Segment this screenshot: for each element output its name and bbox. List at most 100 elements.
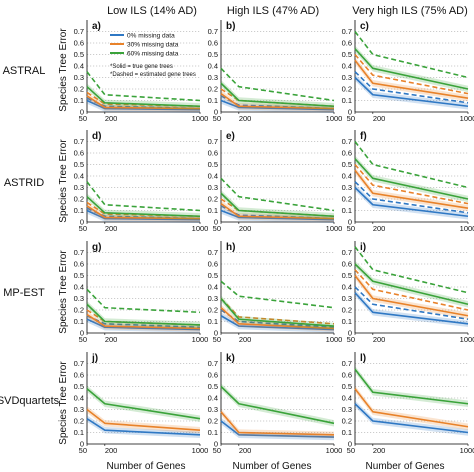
series-line-i-5 <box>354 246 469 294</box>
series-line-l-0 <box>354 403 469 434</box>
y-tick-label-i-7: 0.7 <box>342 248 352 257</box>
x-tick-label-k-2: 1000 <box>326 446 343 455</box>
y-tick-label-g-7: 0.7 <box>74 248 84 257</box>
row-label-svdquartets: SVDquartets <box>0 395 60 407</box>
y-tick-label-b-6: 0.6 <box>208 39 218 48</box>
series-line-e-2 <box>220 202 335 220</box>
y-tick-label-j-2: 0.2 <box>74 417 84 426</box>
y-tick-label-j-3: 0.3 <box>74 405 84 414</box>
y-tick-label-i-3: 0.3 <box>342 294 352 303</box>
x-tick-label-d-2: 1000 <box>192 224 209 233</box>
legend-note-dashed: *Dashed = estimated gene trees <box>110 72 196 78</box>
x-tick-label-k-1: 200 <box>239 446 252 455</box>
x-tick-label-c-0: 50 <box>347 114 355 123</box>
y-tick-label-b-4: 0.4 <box>208 62 218 71</box>
y-tick-label-j-1: 0.1 <box>74 428 84 437</box>
y-tick-label-a-3: 0.3 <box>74 73 84 82</box>
y-tick-label-d-2: 0.2 <box>74 195 84 204</box>
x-tick-label-d-1: 200 <box>105 224 118 233</box>
x-tick-label-l-0: 50 <box>347 446 355 455</box>
panels-group: 0 0.1 0.2 0.3 0.4 0.5 0.6 0.7 50 200 1000 a) 0 0.1 0.2… <box>74 20 474 455</box>
y-tick-label-g-4: 0.4 <box>74 283 84 292</box>
y-tick-label-j-7: 0.7 <box>74 359 84 368</box>
y-tick-label-h-5: 0.5 <box>208 271 218 280</box>
row-label-astrid: ASTRID <box>4 177 44 189</box>
y-tick-label-j-4: 0.4 <box>74 394 84 403</box>
panel-label-j: j) <box>91 353 98 364</box>
x-axis-title-col3: Number of Genes <box>366 461 445 472</box>
legend-label-60pct: 60% missing data <box>127 51 179 58</box>
series-line-k-1 <box>220 411 335 436</box>
y-tick-label-d-1: 0.1 <box>74 206 84 215</box>
y-tick-label-c-3: 0.3 <box>342 73 352 82</box>
row-label-mp-est: MP-EST <box>3 287 45 299</box>
series-line-c-2 <box>354 59 469 99</box>
y-axis-title-row3: Species Tree Error <box>58 250 69 334</box>
y-tick-label-g-1: 0.1 <box>74 317 84 326</box>
series-line-a-5 <box>86 71 201 102</box>
y-tick-label-l-0: 0 <box>348 440 352 449</box>
panel-label-b: b) <box>226 21 235 32</box>
y-tick-label-i-4: 0.4 <box>342 283 352 292</box>
series-line-f-4 <box>354 158 469 200</box>
legend-label-30pct: 30% missing data <box>127 42 179 49</box>
x-tick-label-h-1: 200 <box>239 335 252 344</box>
series-line-e-0 <box>220 209 335 221</box>
series-band-f-4 <box>355 155 468 203</box>
y-tick-label-h-3: 0.3 <box>208 294 218 303</box>
y-tick-label-a-1: 0.1 <box>74 96 84 105</box>
series-band-i-4 <box>355 260 468 308</box>
x-tick-label-c-1: 200 <box>373 114 386 123</box>
y-tick-label-j-5: 0.5 <box>74 382 84 391</box>
series-line-h-5 <box>220 280 335 309</box>
y-tick-label-k-0: 0 <box>214 440 218 449</box>
y-tick-label-b-0: 0 <box>214 108 218 117</box>
series-line-g-4 <box>86 303 201 326</box>
y-tick-label-d-5: 0.5 <box>74 160 84 169</box>
y-tick-label-f-2: 0.2 <box>342 195 352 204</box>
panel-g: 0 0.1 0.2 0.3 0.4 0.5 0.6 0.7 50 200 1000 g) <box>74 241 208 344</box>
y-tick-label-f-0: 0 <box>348 218 352 227</box>
series-band-b-4 <box>221 80 334 110</box>
panel-l: 0 0.1 0.2 0.3 0.4 0.5 0.6 0.7 50 200 1000 l) <box>342 352 474 455</box>
y-tick-label-h-2: 0.2 <box>208 306 218 315</box>
y-axis-title-row2: Species Tree Error <box>58 139 69 223</box>
series-line-j-1 <box>86 408 201 431</box>
y-tick-label-l-2: 0.2 <box>342 417 352 426</box>
series-band-k-1 <box>221 408 334 438</box>
panel-h: 0 0.1 0.2 0.3 0.4 0.5 0.6 0.7 50 200 1000 h) <box>208 241 342 344</box>
series-line-l-2 <box>354 368 469 405</box>
y-tick-label-f-6: 0.6 <box>342 149 352 158</box>
y-tick-label-c-6: 0.6 <box>342 39 352 48</box>
series-line-e-4 <box>220 192 335 218</box>
y-tick-label-l-3: 0.3 <box>342 405 352 414</box>
legend-label-0pct: 0% missing data <box>127 33 175 40</box>
y-tick-label-e-7: 0.7 <box>208 137 218 146</box>
series-line-h-1 <box>220 309 335 329</box>
panel-a: 0 0.1 0.2 0.3 0.4 0.5 0.6 0.7 50 200 1000 a) <box>74 20 208 123</box>
y-tick-label-i-5: 0.5 <box>342 271 352 280</box>
y-tick-label-a-7: 0.7 <box>74 27 84 36</box>
y-tick-label-f-4: 0.4 <box>342 172 352 181</box>
series-line-g-5 <box>86 288 201 314</box>
series-band-k-2 <box>221 383 334 427</box>
y-tick-label-a-0: 0 <box>80 108 84 117</box>
x-tick-label-g-0: 50 <box>79 335 87 344</box>
y-tick-label-g-3: 0.3 <box>74 294 84 303</box>
y-tick-label-k-7: 0.7 <box>208 359 218 368</box>
y-tick-label-h-6: 0.6 <box>208 260 218 269</box>
y-tick-label-k-5: 0.5 <box>208 382 218 391</box>
y-tick-label-f-1: 0.1 <box>342 206 352 215</box>
x-tick-label-j-2: 1000 <box>192 446 209 455</box>
x-tick-label-a-0: 50 <box>79 114 87 123</box>
y-tick-label-d-0: 0 <box>80 218 84 227</box>
series-line-d-4 <box>86 196 201 218</box>
y-tick-label-b-1: 0.1 <box>208 96 218 105</box>
y-tick-label-c-1: 0.1 <box>342 96 352 105</box>
y-tick-label-b-3: 0.3 <box>208 73 218 82</box>
y-tick-label-j-0: 0 <box>80 440 84 449</box>
y-tick-label-k-6: 0.6 <box>208 371 218 380</box>
series-line-c-0 <box>354 76 469 108</box>
x-tick-label-l-1: 200 <box>373 446 386 455</box>
